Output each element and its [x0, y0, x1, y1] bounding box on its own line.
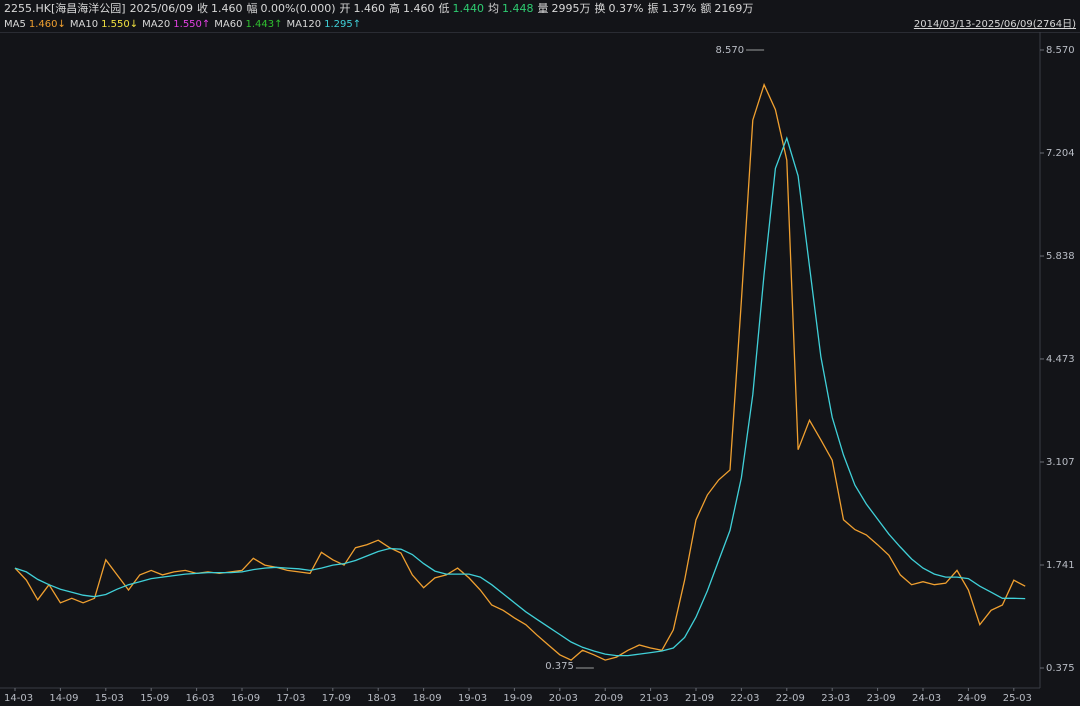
legend-name[interactable]: MA10	[69, 19, 99, 30]
x-tick-label: 18-09	[413, 693, 442, 704]
quote-value: 1.440	[452, 2, 485, 15]
quote-label: 幅	[246, 2, 258, 15]
x-tick-label: 17-03	[276, 693, 305, 704]
annotation: 0.375	[545, 661, 574, 672]
ma-line	[14, 136, 1026, 657]
quote-value: 2169万	[714, 2, 754, 15]
y-tick-label: 7.204	[1046, 148, 1075, 159]
quote-value: 1.460	[210, 2, 243, 15]
quote-label: 换	[594, 2, 606, 15]
x-tick-label: 20-09	[594, 693, 623, 704]
x-tick-label: 20-03	[549, 693, 578, 704]
quote-header: 2255.HK[海昌海洋公园] 2025/06/09 收 1.460 幅 0.00%(0.…	[0, 0, 1080, 18]
x-tick-label: 25-03	[1003, 693, 1032, 704]
quote-label: 均	[488, 2, 499, 15]
legend-name[interactable]: MA120	[286, 19, 322, 30]
quote-value: 1.460	[403, 2, 435, 15]
y-tick-label: 3.107	[1046, 457, 1075, 468]
x-tick-label: 18-03	[367, 693, 396, 704]
x-tick-label: 15-09	[140, 693, 169, 704]
quote-label: 收	[196, 2, 208, 15]
ma-line	[14, 82, 1026, 661]
legend-value: 1.550↑	[173, 19, 211, 30]
x-tick-label: 23-09	[867, 693, 896, 704]
quote-label: 振	[647, 2, 659, 15]
y-tick-label: 1.741	[1046, 560, 1075, 571]
y-tick-label: 8.570	[1046, 45, 1075, 56]
quote-value: 1.37%	[661, 2, 697, 15]
x-tick-label: 16-09	[231, 693, 260, 704]
quote-value: 2995万	[551, 2, 591, 15]
y-tick-label: 0.375	[1046, 663, 1075, 674]
annotation: 8.570	[715, 45, 744, 56]
x-tick-label: 16-03	[186, 693, 215, 704]
quote-value: 1.460	[353, 2, 386, 15]
y-tick-label: 5.838	[1046, 251, 1075, 262]
legend-name[interactable]: MA20	[142, 19, 171, 30]
legend-value: 1.550↓	[101, 19, 139, 30]
x-tick-label: 14-03	[4, 693, 33, 704]
quote-value: 0.00%(0.000)	[260, 2, 336, 15]
x-tick-label: 23-03	[821, 693, 850, 704]
quote-label: 量	[537, 2, 549, 15]
x-tick-label: 17-09	[322, 693, 351, 704]
date: 2025/06/09	[129, 2, 193, 15]
x-tick-label: 15-03	[95, 693, 124, 704]
legend-name[interactable]: MA5	[4, 19, 26, 30]
quote-value: 0.37%	[608, 2, 644, 15]
symbol[interactable]: 2255.HK[海昌海洋公园]	[4, 2, 126, 15]
x-tick-label: 21-09	[685, 693, 714, 704]
x-tick-label: 19-09	[503, 693, 532, 704]
legend-value: 1.460↓	[28, 19, 66, 30]
x-tick-label: 22-09	[776, 693, 805, 704]
x-tick-label: 24-03	[912, 693, 941, 704]
legend-name[interactable]: MA60	[214, 19, 243, 30]
legend-value: 1.443↑	[245, 19, 283, 30]
y-tick-label: 4.473	[1046, 354, 1075, 365]
date-range[interactable]: 2014/03/13-2025/06/09(2764日)	[913, 19, 1076, 30]
legend-value: 1.295↑	[324, 19, 362, 30]
x-tick-label: 22-03	[730, 693, 759, 704]
quote-label: 低	[438, 2, 450, 15]
quote-label: 高	[389, 2, 400, 15]
quote-value: 1.448	[502, 2, 534, 15]
x-tick-label: 24-09	[957, 693, 986, 704]
x-tick-label: 19-03	[458, 693, 487, 704]
x-tick-label: 14-09	[49, 693, 78, 704]
ma-legend: 2014/03/13-2025/06/09(2764日) MA5 1.460↓ MA1…	[0, 18, 1080, 33]
quote-label: 额	[700, 2, 712, 15]
x-tick-label: 21-03	[640, 693, 669, 704]
quote-label: 开	[339, 2, 351, 15]
